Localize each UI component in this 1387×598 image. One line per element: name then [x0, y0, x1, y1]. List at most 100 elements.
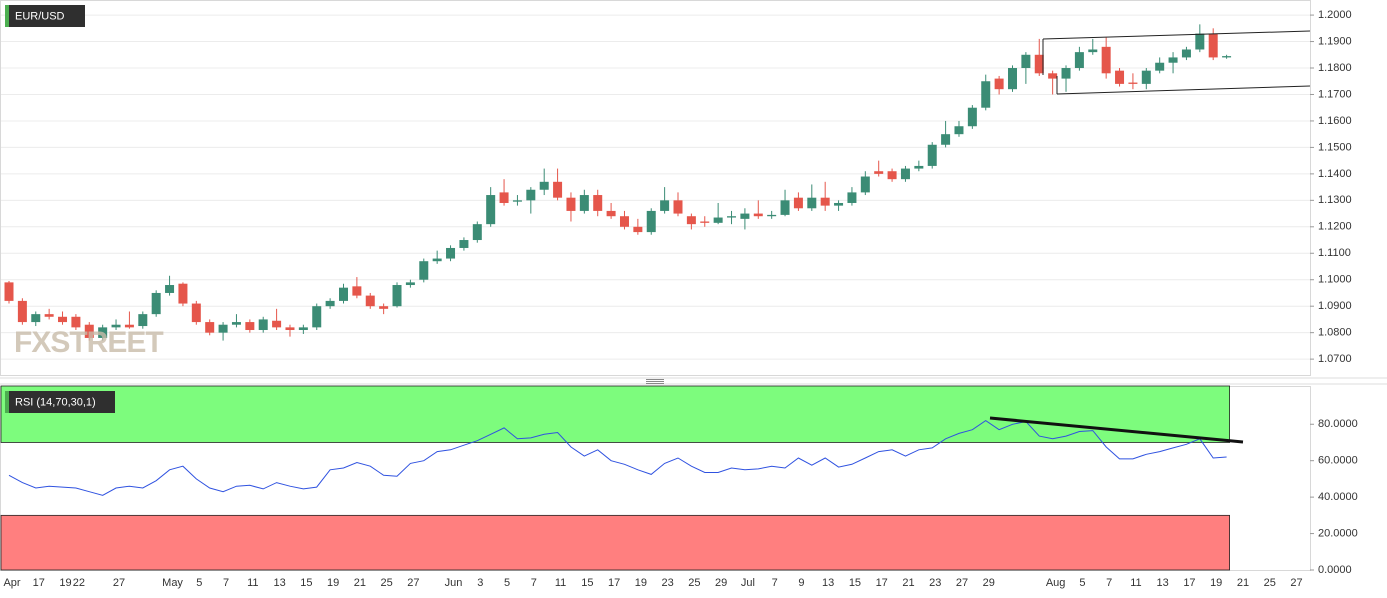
- x-tick-label: 29: [715, 577, 727, 589]
- x-tick-label: 17: [33, 577, 45, 589]
- candle-body: [365, 295, 375, 307]
- x-tick-label: 22: [73, 577, 85, 589]
- x-tick-label: 25: [1264, 577, 1276, 589]
- candle-body: [272, 320, 282, 328]
- candle-body: [619, 216, 629, 227]
- candle-body: [1168, 57, 1178, 63]
- x-tick-label: 7: [1106, 577, 1112, 589]
- candle-body: [1128, 82, 1138, 84]
- x-tick-label: 13: [273, 577, 285, 589]
- candle-body: [312, 306, 322, 328]
- x-tick-label: 7: [531, 577, 537, 589]
- candle-body: [713, 217, 723, 223]
- x-tick-label: Aug: [1046, 577, 1066, 589]
- candle-body: [767, 214, 777, 217]
- symbol-box: [5, 5, 85, 27]
- x-tick-label: 15: [581, 577, 593, 589]
- x-tick-label: 19: [1210, 577, 1222, 589]
- x-tick-label: 13: [822, 577, 834, 589]
- x-tick-label: 17: [608, 577, 620, 589]
- candle-body: [1021, 54, 1031, 69]
- candle-body: [512, 200, 522, 202]
- candle-body: [17, 300, 27, 323]
- x-tick-label: 11: [247, 577, 258, 589]
- candle-body: [793, 197, 803, 209]
- x-tick-label: 23: [661, 577, 673, 589]
- y-tick-label: 1.0700: [1318, 353, 1352, 365]
- candle-body: [392, 285, 402, 307]
- candle-body: [834, 202, 844, 206]
- candle-body: [700, 221, 710, 223]
- indicator-box-accent: [5, 391, 9, 413]
- candle-body: [646, 210, 656, 233]
- resize-handle[interactable]: [646, 379, 664, 384]
- x-tick-label: 15: [849, 577, 861, 589]
- x-tick-label: 23: [929, 577, 941, 589]
- candle-body: [753, 213, 763, 217]
- candle-body: [178, 283, 188, 304]
- x-tick-label: Jun: [445, 577, 463, 589]
- x-tick-label: 29: [983, 577, 995, 589]
- x-tick-label: 7: [772, 577, 778, 589]
- x-tick-label: 13: [1157, 577, 1169, 589]
- candle-body: [566, 197, 576, 211]
- candle-body: [1115, 70, 1125, 84]
- candle-body: [231, 322, 241, 325]
- candle-body: [539, 181, 549, 190]
- candle-body: [807, 197, 817, 209]
- y-tick-label: 80.0000: [1318, 418, 1358, 430]
- candle-body: [191, 303, 201, 323]
- y-tick-label: 1.1200: [1318, 221, 1352, 233]
- candle-body: [339, 287, 348, 301]
- x-tick-label: 11: [555, 577, 566, 589]
- candle-body: [967, 107, 977, 127]
- candle-body: [258, 319, 268, 331]
- candle-body: [1061, 68, 1071, 79]
- x-tick-label: 19: [635, 577, 647, 589]
- oversold-zone: [0, 514, 1230, 571]
- candle-body: [4, 282, 14, 301]
- candle-body: [1208, 33, 1218, 58]
- x-tick-label: 5: [1079, 577, 1085, 589]
- candle-body: [138, 314, 148, 327]
- y-tick-label: 1.1500: [1318, 141, 1352, 153]
- price-panel: [0, 0, 1311, 376]
- x-tick-label: May: [162, 577, 183, 589]
- candle-body: [593, 195, 603, 211]
- y-tick-label: 20.0000: [1318, 527, 1358, 539]
- candle-body: [379, 306, 389, 309]
- candle-body: [780, 200, 790, 215]
- x-tick-label: 9: [798, 577, 804, 589]
- candle-body: [405, 282, 415, 286]
- y-tick-label: 1.1100: [1318, 247, 1351, 259]
- candle-body: [432, 258, 442, 262]
- candle-body: [446, 247, 456, 259]
- candle-body: [927, 144, 937, 166]
- symbol-title: EUR/USD: [15, 10, 65, 22]
- rsi-trendline: [989, 416, 1244, 444]
- candle-body: [1088, 49, 1098, 53]
- candle-body: [84, 324, 94, 338]
- x-tick-label: 5: [504, 577, 510, 589]
- candle-body: [1181, 49, 1191, 58]
- symbol-box-accent: [5, 5, 9, 27]
- y-tick-label: 40.0000: [1318, 491, 1358, 503]
- candle-body: [1101, 46, 1111, 74]
- candle-body: [887, 171, 897, 180]
- x-tick-label: 11: [1130, 577, 1141, 589]
- candle-body: [727, 216, 737, 218]
- candle-body: [954, 126, 964, 135]
- candle-body: [847, 192, 857, 203]
- candle-body: [285, 327, 295, 331]
- x-tick-label: 15: [300, 577, 312, 589]
- x-tick-label: 21: [902, 577, 914, 589]
- candle-body: [914, 165, 924, 169]
- candle-body: [553, 181, 563, 198]
- watermark: FXSTREET: [14, 326, 163, 359]
- candle-body: [941, 134, 951, 145]
- x-tick-label: 3: [477, 577, 483, 589]
- y-tick-label: 1.1600: [1318, 115, 1352, 127]
- x-tick-label: 27: [1290, 577, 1302, 589]
- candle-body: [673, 200, 683, 214]
